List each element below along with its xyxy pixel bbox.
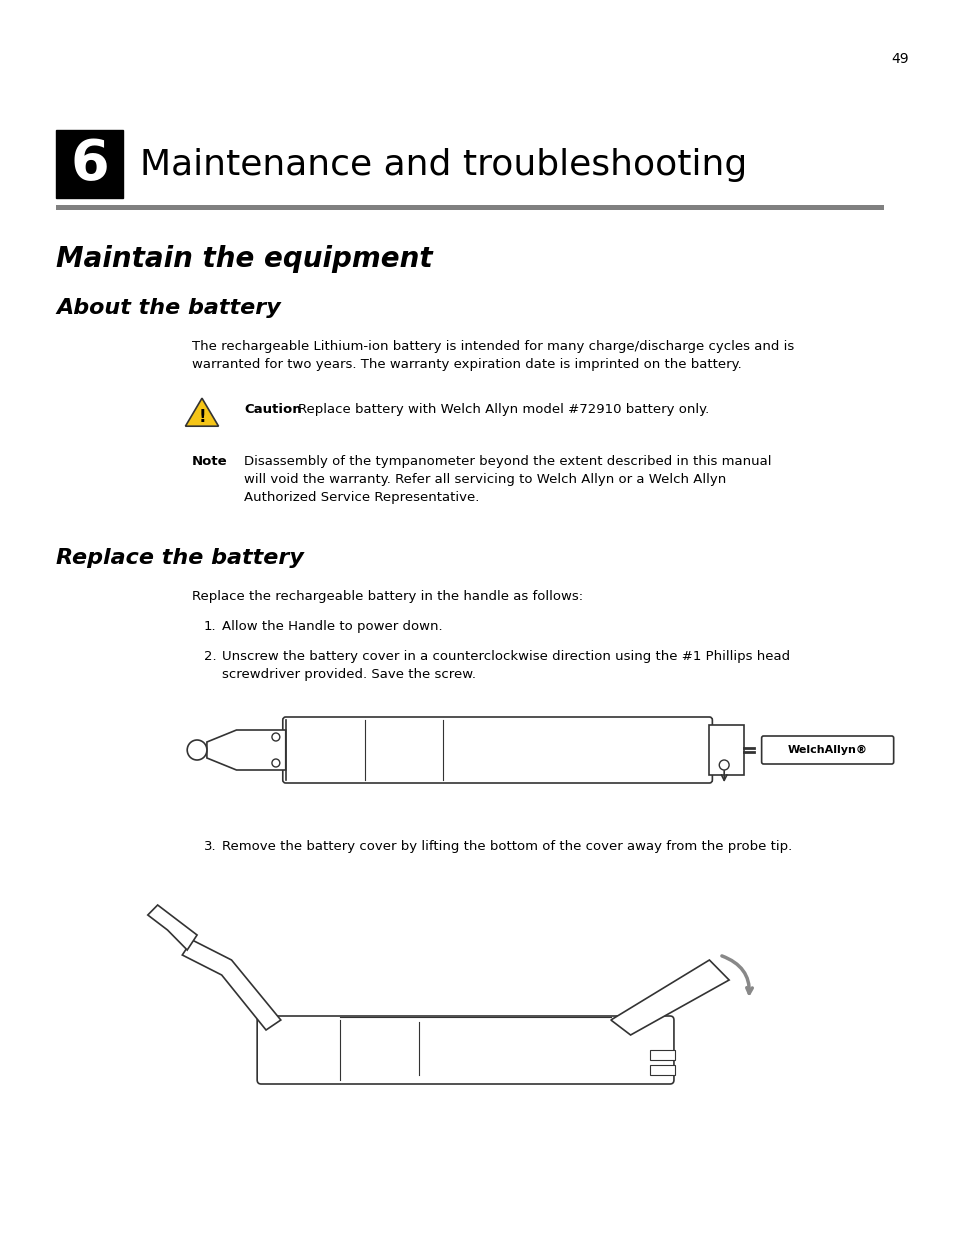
Text: Maintenance and troubleshooting: Maintenance and troubleshooting [140,148,746,182]
Text: The rechargeable Lithium-ion battery is intended for many charge/discharge cycle: The rechargeable Lithium-ion battery is … [192,340,794,370]
Polygon shape [182,940,280,1030]
Text: Allow the Handle to power down.: Allow the Handle to power down. [221,620,442,634]
Text: About the battery: About the battery [56,298,280,317]
Text: Unscrew the battery cover in a counterclockwise direction using the #1 Phillips : Unscrew the battery cover in a countercl… [221,650,789,680]
FancyBboxPatch shape [760,736,893,764]
Text: !: ! [198,408,206,426]
FancyBboxPatch shape [282,718,712,783]
Text: 6: 6 [71,137,109,191]
Circle shape [187,740,207,760]
Text: 3.: 3. [204,840,216,853]
Polygon shape [207,730,286,769]
FancyBboxPatch shape [56,130,123,198]
Text: 49: 49 [891,52,908,65]
Polygon shape [148,905,197,950]
Text: Remove the battery cover by lifting the bottom of the cover away from the probe : Remove the battery cover by lifting the … [221,840,791,853]
Text: Maintain the equipment: Maintain the equipment [56,245,433,273]
Bar [650,1050,674,1060]
Bar [56,205,882,210]
Text: Caution: Caution [244,403,302,416]
Text: Replace the battery: Replace the battery [56,548,304,568]
FancyBboxPatch shape [257,1016,673,1084]
Text: 1.: 1. [204,620,216,634]
Polygon shape [185,398,218,426]
Text: Disassembly of the tympanometer beyond the extent described in this manual
will : Disassembly of the tympanometer beyond t… [244,454,771,504]
Text: 2.: 2. [204,650,216,663]
Polygon shape [610,960,728,1035]
Text: Note: Note [192,454,228,468]
Text: Replace battery with Welch Allyn model #72910 battery only.: Replace battery with Welch Allyn model #… [297,403,708,416]
Text: WelchAllyn®: WelchAllyn® [787,745,866,755]
Bar [650,1065,674,1074]
Text: Replace the rechargeable battery in the handle as follows:: Replace the rechargeable battery in the … [192,590,582,603]
Bar [709,725,743,776]
